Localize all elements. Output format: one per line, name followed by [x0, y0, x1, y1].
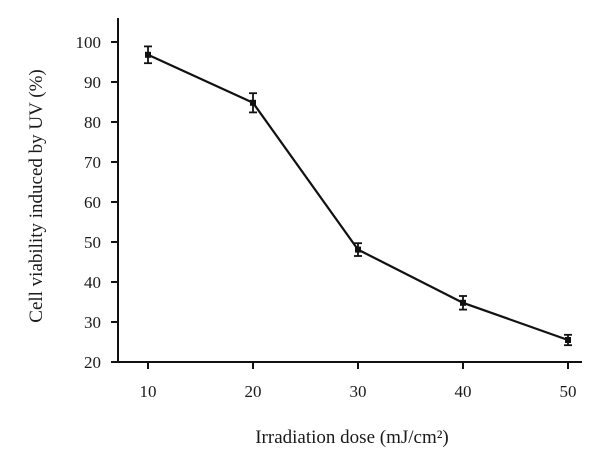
x-axis-label: Irradiation dose (mJ/cm²) [255, 427, 449, 448]
x-tick-label: 10 [140, 382, 157, 401]
axes [117, 18, 582, 363]
x-tick-label: 20 [245, 382, 262, 401]
y-tick-label: 70 [84, 153, 101, 172]
x-tick-label: 30 [350, 382, 367, 401]
data-point-marker [565, 337, 571, 343]
x-tick-label: 50 [560, 382, 577, 401]
y-tick-label: 60 [84, 193, 101, 212]
series-line [147, 53, 569, 342]
y-tick-label: 40 [84, 273, 101, 292]
x-ticks: 10 20 30 40 50 [140, 362, 577, 401]
y-axis-label: Cell viability induced by UV (%) [26, 69, 47, 322]
y-tick-label: 50 [84, 233, 101, 252]
x-tick-label: 40 [455, 382, 472, 401]
y-tick-label: 80 [84, 113, 101, 132]
data-point-marker [250, 99, 256, 106]
y-tick-label: 20 [84, 353, 101, 372]
y-tick-label: 100 [76, 33, 102, 52]
y-ticks: 20 30 40 50 60 70 80 90 100 [76, 33, 118, 372]
data-point-marker [145, 51, 151, 58]
data-point-marker [460, 299, 466, 306]
data-series [144, 45, 572, 347]
y-tick-label: 90 [84, 73, 101, 92]
y-tick-label: 30 [84, 313, 101, 332]
data-point-marker [355, 246, 361, 253]
